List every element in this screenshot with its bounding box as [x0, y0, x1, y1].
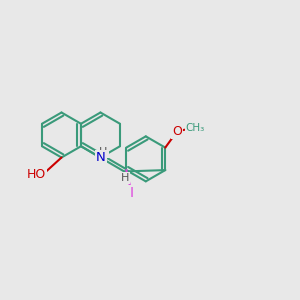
Text: O: O	[172, 124, 182, 138]
Text: H: H	[121, 173, 129, 183]
Text: H: H	[99, 147, 108, 157]
Text: N: N	[96, 151, 106, 164]
Text: CH₃: CH₃	[186, 123, 205, 133]
Text: HO: HO	[27, 167, 46, 181]
Text: I: I	[129, 186, 134, 200]
